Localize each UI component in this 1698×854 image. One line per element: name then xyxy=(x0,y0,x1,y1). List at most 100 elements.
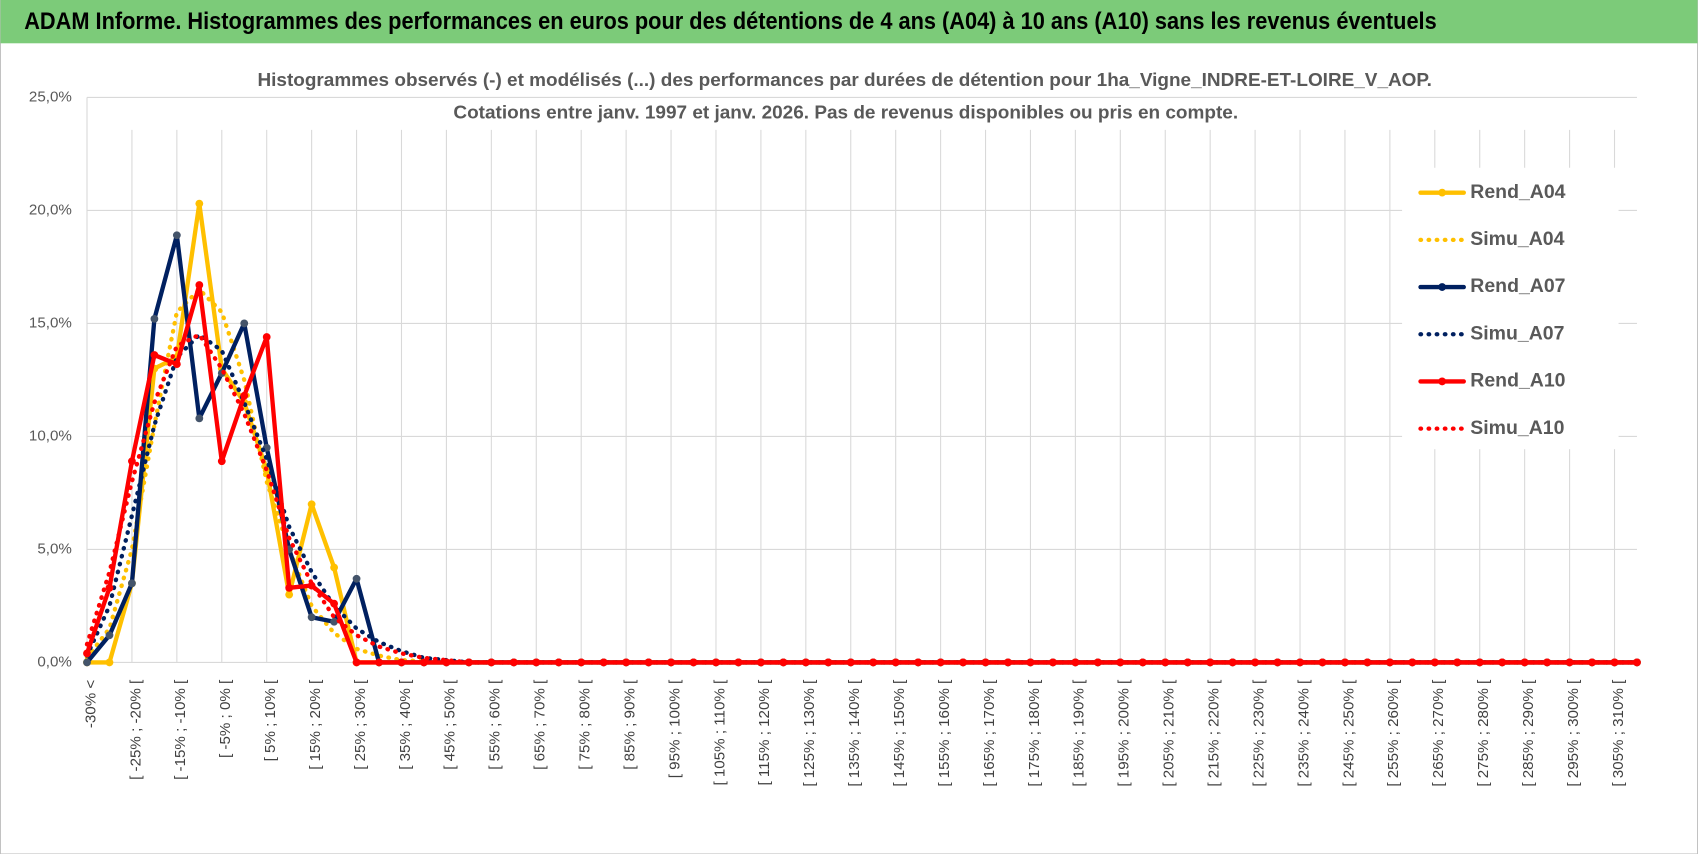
legend-label: Simu_A04 xyxy=(1470,228,1564,250)
marker xyxy=(195,281,204,289)
x-tick-label: [ 265% ; 270% [ xyxy=(1430,679,1447,787)
x-tick-label: -30% < xyxy=(82,680,99,729)
header-title: ADAM Informe. Histogrammes des performan… xyxy=(24,8,1437,35)
x-tick-label: [ 165% ; 170% [ xyxy=(981,679,998,787)
marker xyxy=(83,649,91,658)
x-tick-label: [ 215% ; 220% [ xyxy=(1206,679,1223,787)
x-tick-label: [ 145% ; 150% [ xyxy=(891,679,908,787)
chart-subtitle: Cotations entre janv. 1997 et janv. 2026… xyxy=(453,102,1238,123)
x-tick-label: [ 255% ; 260% [ xyxy=(1385,679,1402,787)
x-tick-label: [ 115% ; 120% [ xyxy=(756,679,773,786)
legend: Rend_A04 Simu_A04 Rend_A07 Simu_A07 Rend_A10… xyxy=(1402,167,1619,450)
x-tick-label: [ 95% ; 100% [ xyxy=(666,679,683,778)
legend-marker xyxy=(1438,188,1447,197)
marker xyxy=(1498,658,1507,667)
marker xyxy=(150,314,159,323)
marker xyxy=(262,333,271,341)
x-tick-label: [ 235% ; 240% [ xyxy=(1295,679,1312,787)
marker xyxy=(712,658,720,667)
marker xyxy=(105,658,114,667)
marker xyxy=(195,199,204,208)
marker xyxy=(83,658,91,667)
marker xyxy=(352,574,361,583)
marker xyxy=(375,658,383,667)
x-tick-label: [ 295% ; 300% [ xyxy=(1565,679,1582,787)
x-tick-label: [ 105% ; 110% [ xyxy=(711,679,728,786)
marker xyxy=(195,414,204,423)
y-tick-label: 25,0% xyxy=(29,88,72,105)
marker xyxy=(330,617,338,626)
marker xyxy=(1385,658,1394,667)
x-tick-label: [ 75% ; 80% [ xyxy=(577,679,594,770)
x-tick-label: [ 135% ; 140% [ xyxy=(846,679,863,787)
marker xyxy=(128,457,136,466)
x-tick-label: [ 225% ; 230% [ xyxy=(1250,679,1267,787)
y-tick-label: 0,0% xyxy=(37,653,72,670)
x-tick-label: [ 35% ; 40% [ xyxy=(397,679,414,770)
legend-label: Rend_A10 xyxy=(1470,370,1565,392)
marker xyxy=(420,658,428,667)
marker xyxy=(307,500,316,509)
marker xyxy=(1206,658,1215,667)
legend-label: Simu_A07 xyxy=(1470,322,1564,344)
marker xyxy=(1116,658,1125,667)
marker xyxy=(622,658,631,667)
marker xyxy=(217,457,226,466)
marker xyxy=(105,631,114,640)
x-tick-label: [ 15% ; 20% [ xyxy=(307,679,324,770)
x-tick-label: [ 125% ; 130% [ xyxy=(801,679,818,787)
marker xyxy=(1004,658,1012,667)
marker xyxy=(307,613,316,622)
legend-label: Rend_A04 xyxy=(1470,181,1565,203)
x-tick-label: [ 85% ; 90% [ xyxy=(621,679,638,770)
x-tick-label: [ -15% ; -10% [ xyxy=(172,679,189,780)
x-tick-label: [ 305% ; 310% [ xyxy=(1610,679,1627,787)
x-tick-label: [ -5% ; 0% [ xyxy=(217,679,234,758)
marker xyxy=(172,231,181,240)
plot: -30% < [ -25% ; -20% [ [ -15% ; -10% [ [ -5… xyxy=(29,88,1641,787)
x-tick-label: [ 155% ; 160% [ xyxy=(936,679,953,787)
x-tick-label: [ 205% ; 210% [ xyxy=(1161,679,1178,787)
legend-label: Simu_A10 xyxy=(1470,417,1564,439)
x-tick-label: [ 175% ; 180% [ xyxy=(1026,679,1043,787)
marker xyxy=(240,319,249,328)
y-tick-label: 10,0% xyxy=(29,427,72,444)
marker xyxy=(240,391,249,400)
legend-box xyxy=(1402,167,1619,450)
x-tick-label: [ 25% ; 30% [ xyxy=(352,679,369,770)
x-tick-label: [ 55% ; 60% [ xyxy=(487,679,504,770)
marker xyxy=(330,599,338,608)
marker xyxy=(150,351,159,359)
y-tick-label: 5,0% xyxy=(37,540,72,557)
x-tick-label: [ 285% ; 290% [ xyxy=(1520,679,1537,787)
header-bar xyxy=(0,0,1698,44)
x-tick-label: [ 245% ; 250% [ xyxy=(1340,679,1357,787)
marker xyxy=(532,658,541,667)
marker xyxy=(172,360,181,368)
x-tick-label: [ 5% ; 10% [ xyxy=(262,679,279,761)
x-tick-label: [ 45% ; 50% [ xyxy=(442,679,459,770)
legend-marker xyxy=(1438,283,1447,291)
legend-marker xyxy=(1438,377,1447,386)
marker xyxy=(824,658,833,667)
marker xyxy=(1588,658,1596,667)
x-tick-label: [ 185% ; 190% [ xyxy=(1071,679,1088,787)
x-tick-label: [ 195% ; 200% [ xyxy=(1116,679,1133,787)
marker xyxy=(128,579,136,588)
model-line xyxy=(84,332,1640,665)
marker xyxy=(330,563,338,572)
marker xyxy=(105,583,114,592)
x-tick-label: [ 275% ; 280% [ xyxy=(1475,679,1492,787)
y-tick-label: 20,0% xyxy=(29,201,72,218)
x-tick-label: [ 65% ; 70% [ xyxy=(532,679,549,770)
chart-title: Histogrammes observés (-) et modélisés (… xyxy=(257,69,1431,90)
marker xyxy=(914,658,923,667)
marker xyxy=(1296,658,1304,667)
marker xyxy=(352,658,361,667)
x-tick-label: [ -25% ; -20% [ xyxy=(127,679,144,780)
marker xyxy=(285,590,294,599)
y-tick-label: 15,0% xyxy=(29,314,72,331)
legend-label: Rend_A07 xyxy=(1470,275,1565,297)
marker xyxy=(285,583,294,592)
